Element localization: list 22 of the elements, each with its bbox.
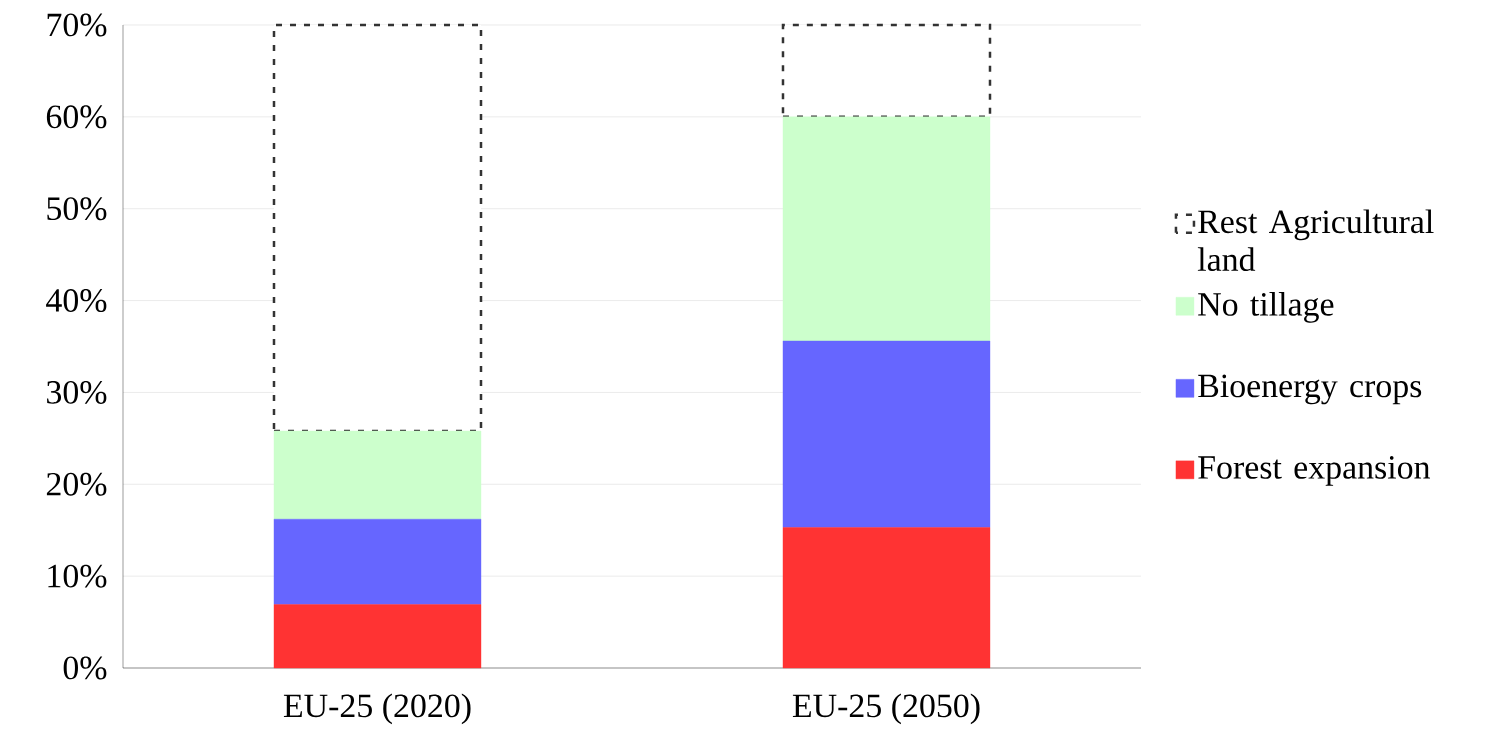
y-tick-label: 0% xyxy=(63,656,107,680)
y-tick-label: 20% xyxy=(46,472,107,496)
bar xyxy=(782,527,991,669)
x-tick-label: EU-25 (2050) xyxy=(792,693,980,725)
bar xyxy=(782,340,991,528)
y-tick-label: 10% xyxy=(48,564,107,588)
bar xyxy=(272,23,483,433)
x-tick-label: EU-25 (2020) xyxy=(283,693,471,725)
legend-label: Forest expansion xyxy=(1198,456,1431,486)
bar xyxy=(781,23,992,119)
legend-label: Bioenergy crops xyxy=(1198,374,1422,405)
y-tick-label: 40% xyxy=(46,289,107,313)
legend-label: No tillage xyxy=(1198,291,1334,323)
y-tick-label: 70% xyxy=(47,13,107,37)
bar xyxy=(782,116,991,342)
y-tick-label: 50% xyxy=(47,197,107,221)
legend-label: Rest Agricultural land xyxy=(1197,209,1434,272)
bar xyxy=(273,604,482,669)
y-tick-label: 30% xyxy=(47,380,107,404)
y-tick-label: 60% xyxy=(46,105,107,129)
bar xyxy=(273,518,482,605)
bar xyxy=(273,430,482,520)
